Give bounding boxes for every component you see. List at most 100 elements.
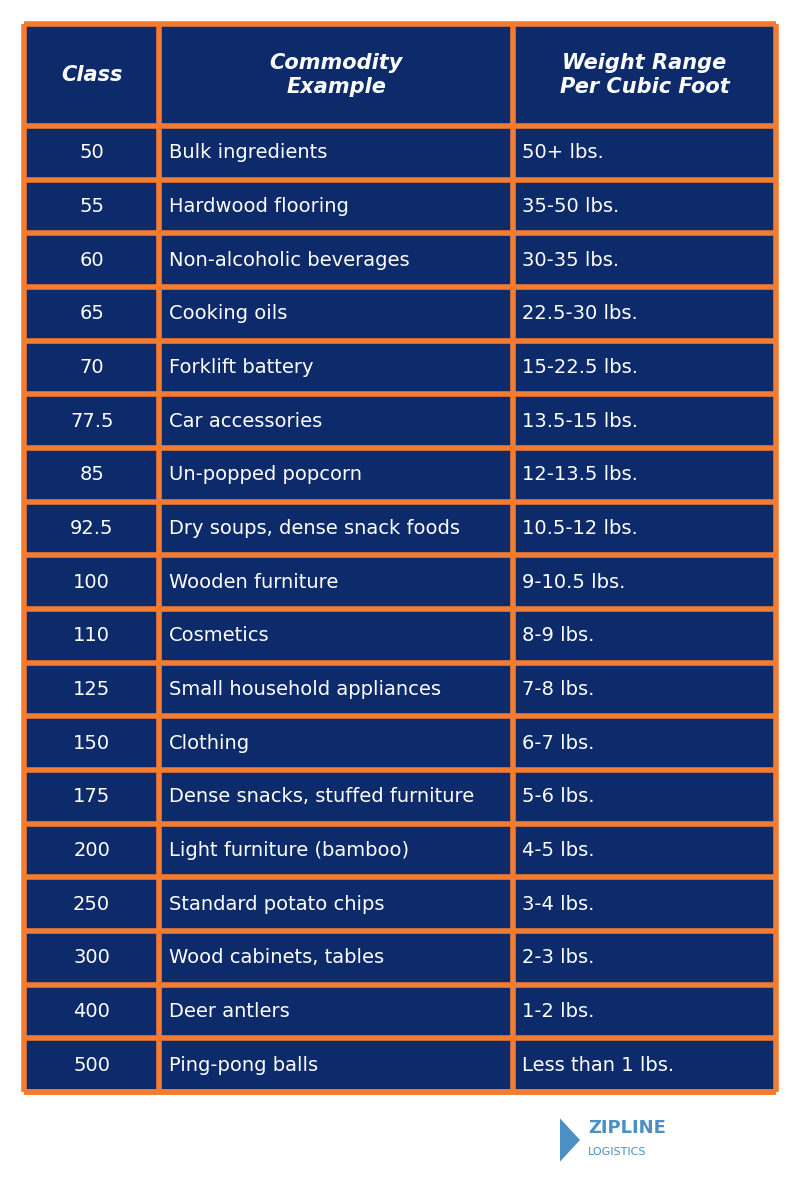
Text: 8-9 lbs.: 8-9 lbs. xyxy=(522,626,594,646)
Bar xyxy=(513,233,776,287)
Bar xyxy=(24,823,159,877)
Bar xyxy=(24,770,159,823)
Bar xyxy=(513,24,776,126)
Bar xyxy=(159,24,513,126)
Bar xyxy=(24,24,159,126)
Text: Clothing: Clothing xyxy=(169,733,250,752)
Bar xyxy=(513,556,776,608)
Text: 4-5 lbs.: 4-5 lbs. xyxy=(522,841,595,860)
Bar xyxy=(24,556,159,608)
Bar xyxy=(24,716,159,770)
Bar xyxy=(513,770,776,823)
Text: Wood cabinets, tables: Wood cabinets, tables xyxy=(169,948,384,967)
Text: 500: 500 xyxy=(73,1056,110,1075)
Text: Dry soups, dense snack foods: Dry soups, dense snack foods xyxy=(169,518,460,538)
Text: 12-13.5 lbs.: 12-13.5 lbs. xyxy=(522,466,638,485)
Text: 400: 400 xyxy=(74,1002,110,1021)
Text: Bulk ingredients: Bulk ingredients xyxy=(169,143,327,162)
Bar xyxy=(513,985,776,1038)
Text: 6-7 lbs.: 6-7 lbs. xyxy=(522,733,594,752)
Text: Cooking oils: Cooking oils xyxy=(169,305,287,323)
Text: Ping-pong balls: Ping-pong balls xyxy=(169,1056,318,1075)
Bar xyxy=(159,556,513,608)
Bar xyxy=(513,180,776,233)
Text: 55: 55 xyxy=(79,197,104,216)
Bar xyxy=(513,502,776,556)
Bar xyxy=(513,877,776,931)
Bar xyxy=(159,662,513,716)
Bar xyxy=(159,395,513,448)
Text: LOGISTICS: LOGISTICS xyxy=(588,1147,646,1157)
Bar xyxy=(513,823,776,877)
Text: Non-alcoholic beverages: Non-alcoholic beverages xyxy=(169,251,410,270)
Text: 92.5: 92.5 xyxy=(70,518,114,538)
Text: 7-8 lbs.: 7-8 lbs. xyxy=(522,680,594,698)
Text: 200: 200 xyxy=(74,841,110,860)
Bar xyxy=(513,448,776,502)
Bar xyxy=(513,608,776,662)
Text: 1-2 lbs.: 1-2 lbs. xyxy=(522,1002,594,1021)
Bar xyxy=(513,716,776,770)
Text: 10.5-12 lbs.: 10.5-12 lbs. xyxy=(522,518,638,538)
Text: 22.5-30 lbs.: 22.5-30 lbs. xyxy=(522,305,638,323)
Text: 50: 50 xyxy=(79,143,104,162)
Bar xyxy=(159,502,513,556)
Bar xyxy=(24,662,159,716)
Text: 100: 100 xyxy=(74,572,110,592)
Text: ZIPLINE: ZIPLINE xyxy=(588,1118,666,1138)
Bar xyxy=(24,985,159,1038)
Text: 60: 60 xyxy=(79,251,104,270)
Bar xyxy=(513,931,776,985)
Text: 250: 250 xyxy=(73,895,110,913)
Bar xyxy=(159,716,513,770)
Bar xyxy=(159,341,513,395)
Bar xyxy=(159,287,513,341)
Text: 300: 300 xyxy=(74,948,110,967)
Bar xyxy=(159,608,513,662)
Text: Forklift battery: Forklift battery xyxy=(169,358,314,377)
Bar xyxy=(24,877,159,931)
Text: 5-6 lbs.: 5-6 lbs. xyxy=(522,787,595,806)
Text: Weight Range
Per Cubic Foot: Weight Range Per Cubic Foot xyxy=(559,53,730,96)
Text: 70: 70 xyxy=(79,358,104,377)
Text: Commodity
Example: Commodity Example xyxy=(270,53,402,96)
Bar xyxy=(159,931,513,985)
Text: 150: 150 xyxy=(73,733,110,752)
Bar xyxy=(513,662,776,716)
Bar xyxy=(24,341,159,395)
Text: 2-3 lbs.: 2-3 lbs. xyxy=(522,948,594,967)
Text: Standard potato chips: Standard potato chips xyxy=(169,895,385,913)
Bar xyxy=(24,448,159,502)
Bar xyxy=(159,985,513,1038)
Bar xyxy=(159,126,513,180)
Bar xyxy=(24,502,159,556)
Text: Cosmetics: Cosmetics xyxy=(169,626,270,646)
Text: 9-10.5 lbs.: 9-10.5 lbs. xyxy=(522,572,626,592)
Text: Small household appliances: Small household appliances xyxy=(169,680,441,698)
Text: Light furniture (bamboo): Light furniture (bamboo) xyxy=(169,841,409,860)
Bar xyxy=(159,233,513,287)
Bar xyxy=(513,341,776,395)
Text: 50+ lbs.: 50+ lbs. xyxy=(522,143,604,162)
Text: Wooden furniture: Wooden furniture xyxy=(169,572,338,592)
Bar xyxy=(24,1038,159,1092)
Bar xyxy=(24,180,159,233)
Text: 175: 175 xyxy=(73,787,110,806)
Bar xyxy=(159,823,513,877)
Text: Hardwood flooring: Hardwood flooring xyxy=(169,197,349,216)
Text: 30-35 lbs.: 30-35 lbs. xyxy=(522,251,619,270)
Bar xyxy=(513,287,776,341)
Bar xyxy=(24,395,159,448)
Text: 77.5: 77.5 xyxy=(70,412,114,431)
Text: Deer antlers: Deer antlers xyxy=(169,1002,290,1021)
Bar xyxy=(24,233,159,287)
Text: 110: 110 xyxy=(73,626,110,646)
Bar xyxy=(24,287,159,341)
Text: 65: 65 xyxy=(79,305,104,323)
Bar xyxy=(159,448,513,502)
Text: Dense snacks, stuffed furniture: Dense snacks, stuffed furniture xyxy=(169,787,474,806)
Text: Car accessories: Car accessories xyxy=(169,412,322,431)
Bar xyxy=(159,877,513,931)
Text: 35-50 lbs.: 35-50 lbs. xyxy=(522,197,620,216)
Bar xyxy=(159,770,513,823)
